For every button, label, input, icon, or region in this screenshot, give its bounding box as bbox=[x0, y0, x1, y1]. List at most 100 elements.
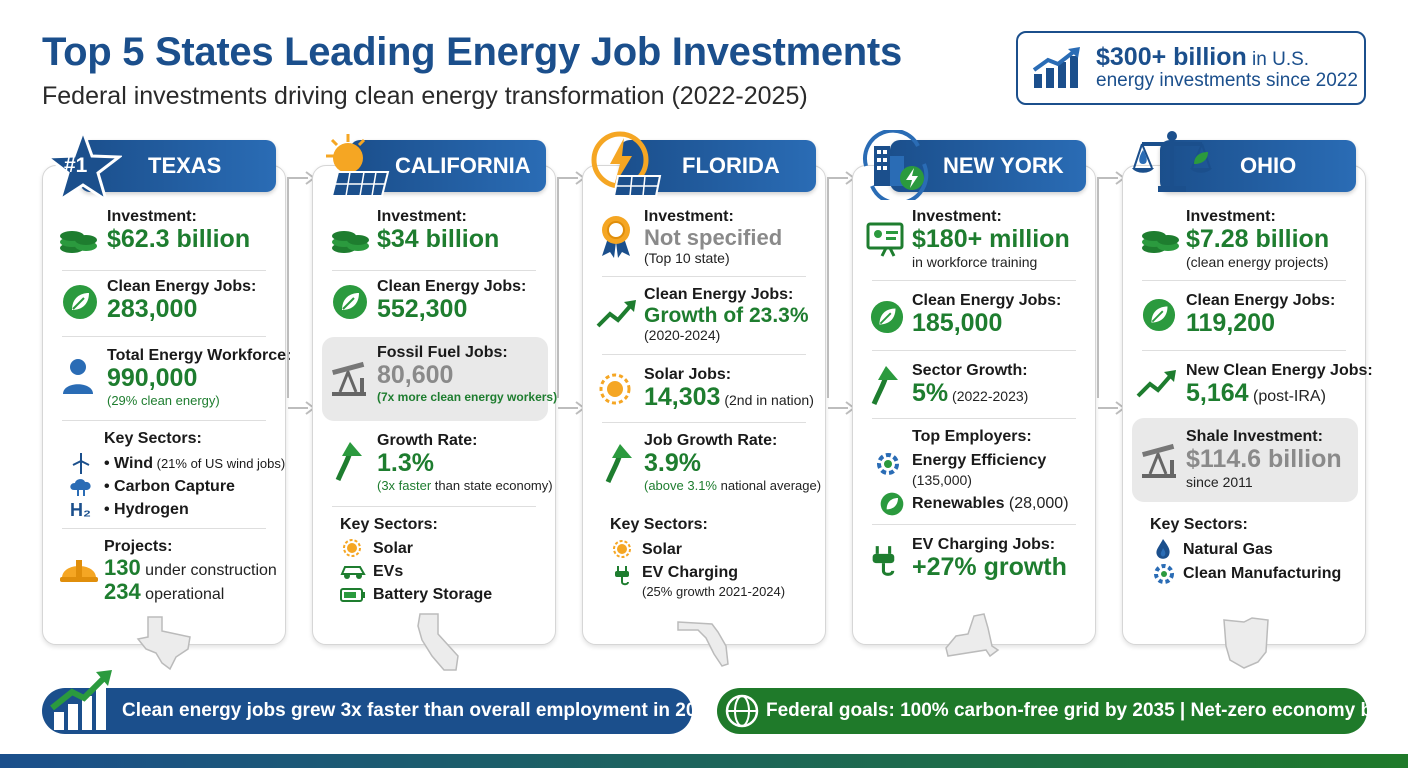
ohio-newjobs-label: New Clean Energy Jobs: bbox=[1186, 362, 1373, 379]
money-stack-icon bbox=[332, 231, 369, 253]
divider bbox=[332, 270, 536, 271]
newyork-map-icon bbox=[945, 613, 1000, 658]
footer-federal-goals-text: Federal goals: 100% carbon-free grid by … bbox=[766, 700, 1408, 721]
shale-investment-box bbox=[1132, 418, 1358, 502]
ev-plug-icon bbox=[872, 546, 895, 576]
growth-arrow-icon bbox=[605, 444, 632, 483]
california-growth-note: than state economy) bbox=[431, 477, 553, 493]
wind-turbine-icon bbox=[72, 453, 90, 474]
badge-caption: energy investments since 2022 bbox=[1096, 70, 1358, 92]
texas-sectors-label: Key Sectors: bbox=[104, 430, 202, 447]
florida-sectors-label: Key Sectors: bbox=[610, 516, 708, 533]
newyork-employer-renewables-note: (28,000) bbox=[1004, 495, 1069, 512]
florida-sector-ev: EV Charging bbox=[642, 564, 739, 581]
divider bbox=[62, 336, 266, 337]
rank-star-icon bbox=[44, 128, 122, 204]
newyork-ev-label: EV Charging Jobs: bbox=[912, 536, 1056, 553]
sun-icon bbox=[613, 540, 631, 558]
texas-jobs-label: Clean Energy Jobs: bbox=[107, 278, 257, 295]
florida-state-name: FLORIDA bbox=[682, 153, 780, 178]
balance-scale-icon bbox=[1132, 131, 1212, 192]
page-subtitle: Federal investments driving clean energy… bbox=[42, 82, 808, 110]
newyork-growth-value: 5% bbox=[912, 379, 949, 407]
newyork-jobs-value: 185,000 bbox=[912, 309, 1003, 337]
florida-growth-note-highlight: (above 3.1% bbox=[644, 477, 717, 493]
city-energy-icon bbox=[863, 130, 929, 200]
texas-projects-label: Projects: bbox=[104, 538, 173, 555]
florida-investment-note: (Top 10 state) bbox=[644, 250, 730, 267]
california-fossil-note: (7x more clean energy workers) bbox=[377, 389, 558, 404]
texas-jobs-value: 283,000 bbox=[107, 295, 198, 323]
newyork-card bbox=[852, 165, 1096, 645]
texas-workforce-value: 990,000 bbox=[107, 364, 198, 392]
texas-workforce-note: (29% clean energy) bbox=[107, 392, 220, 408]
divider bbox=[62, 270, 266, 271]
divider bbox=[602, 276, 806, 277]
divider bbox=[1142, 280, 1346, 281]
florida-jobs-note: (2020-2024) bbox=[644, 327, 721, 344]
california-growth-note-highlight: (3x faster bbox=[377, 477, 432, 493]
leaf-icon bbox=[63, 285, 97, 319]
texas-state-name: TEXAS bbox=[148, 153, 222, 178]
newyork-employer-efficiency-note: (135,000) bbox=[912, 472, 972, 488]
texas-projects-operational-num: 234 bbox=[104, 579, 141, 605]
newyork-growth-note: (2022-2023) bbox=[948, 388, 1029, 404]
california-sectors-label: Key Sectors: bbox=[340, 516, 438, 533]
badge-amount-suffix: in U.S. bbox=[1246, 48, 1310, 70]
ohio-investment-value: $7.28 billion bbox=[1186, 225, 1330, 253]
california-jobs-label: Clean Energy Jobs: bbox=[377, 278, 527, 295]
california-fossil-value: 80,600 bbox=[377, 361, 454, 389]
divider bbox=[602, 422, 806, 423]
florida-growth-note: national average) bbox=[717, 477, 822, 493]
california-growth-value: 1.3% bbox=[377, 449, 434, 477]
growth-chart-icon bbox=[1032, 47, 1080, 88]
ohio-sector-manufacturing: Clean Manufacturing bbox=[1183, 565, 1342, 582]
page-title: Top 5 States Leading Energy Job Investme… bbox=[42, 30, 902, 74]
florida-jobs-value: Growth of 23.3% bbox=[644, 304, 809, 327]
texas-sector-wind: • Wind bbox=[104, 455, 153, 472]
texas-projects-construction-num: 130 bbox=[104, 555, 141, 580]
florida-growth-label: Job Growth Rate: bbox=[644, 432, 778, 449]
leaf-icon bbox=[333, 285, 367, 319]
texas-map-icon bbox=[136, 616, 191, 671]
california-investment-value: $34 billion bbox=[377, 225, 500, 253]
footer-jobs-growth-banner bbox=[42, 688, 692, 734]
person-icon bbox=[63, 359, 93, 394]
sun-solar-panel-icon bbox=[326, 134, 390, 197]
ohio-shale-note: since 2011 bbox=[1186, 473, 1253, 490]
trend-up-icon bbox=[1136, 370, 1176, 398]
newyork-ev-value: +27% growth bbox=[912, 553, 1067, 581]
ohio-sectors-label: Key Sectors: bbox=[1150, 516, 1248, 533]
growth-chart-icon bbox=[50, 670, 112, 730]
footer-jobs-growth-text: Clean energy jobs grew 3x faster than ov… bbox=[122, 700, 718, 721]
growth-arrow-icon bbox=[335, 442, 362, 481]
divider bbox=[872, 350, 1076, 351]
florida-sector-ev-note: (25% growth 2021-2024) bbox=[642, 584, 786, 599]
california-jobs-value: 552,300 bbox=[377, 295, 468, 323]
ohio-jobs-label: Clean Energy Jobs: bbox=[1186, 292, 1336, 309]
texas-rank: #1 bbox=[64, 154, 88, 177]
sun-icon bbox=[343, 539, 361, 557]
efficiency-gear-icon bbox=[877, 453, 899, 475]
texas-projects-operational-text: operational bbox=[140, 586, 225, 604]
newyork-investment-note: in workforce training bbox=[912, 253, 1038, 270]
ohio-sector-gas: Natural Gas bbox=[1183, 541, 1273, 558]
globe-leaf-icon bbox=[725, 694, 759, 728]
florida-map-icon bbox=[677, 621, 729, 667]
ohio-jobs-value: 119,200 bbox=[1186, 309, 1275, 337]
newyork-state-name: NEW YORK bbox=[943, 153, 1064, 178]
hydrogen-icon: H₂ bbox=[70, 500, 91, 520]
florida-solar-note: (2nd in nation) bbox=[720, 392, 814, 408]
california-sector-battery: Battery Storage bbox=[373, 586, 493, 603]
texas-sector-wind-note: (21% of US wind jobs) bbox=[153, 456, 286, 471]
newyork-employers-label: Top Employers: bbox=[912, 428, 1032, 445]
california-fossil-label: Fossil Fuel Jobs: bbox=[377, 344, 508, 361]
divider bbox=[872, 280, 1076, 281]
trend-up-icon bbox=[596, 300, 636, 328]
florida-sector-solar: Solar bbox=[642, 541, 683, 558]
hard-hat-icon bbox=[60, 560, 98, 582]
texas-banner bbox=[80, 140, 276, 192]
award-ribbon-icon bbox=[602, 216, 630, 258]
newyork-investment-value: $180+ million bbox=[912, 225, 1070, 253]
footer-federal-goals-banner bbox=[717, 688, 1367, 734]
